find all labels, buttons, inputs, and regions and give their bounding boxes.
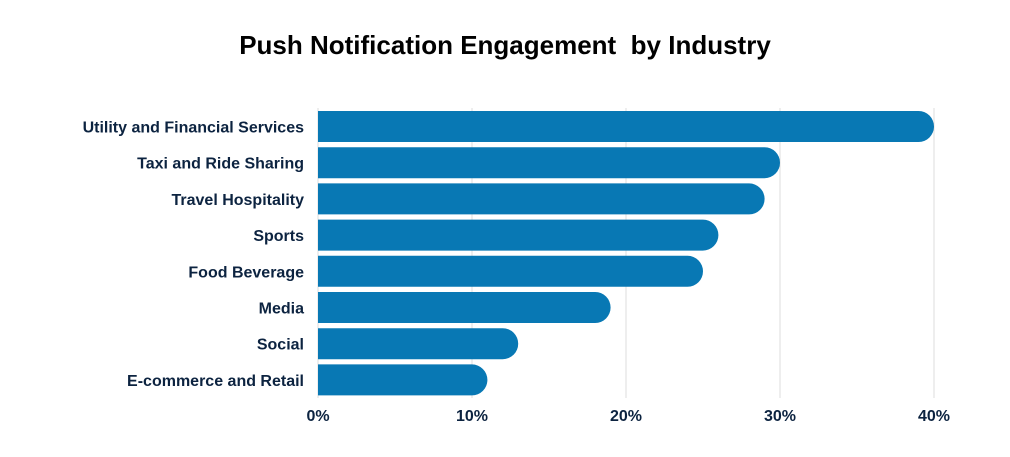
- category-label: Social: [257, 337, 304, 354]
- bar: [318, 255, 703, 287]
- bar: [318, 364, 488, 396]
- x-tick-label: 30%: [764, 408, 796, 425]
- category-label: Food Beverage: [188, 264, 304, 281]
- chart-title: Push Notification Engagement by Industry: [239, 30, 771, 60]
- category-label: Travel Hospitality: [172, 192, 305, 209]
- category-label: Utility and Financial Services: [83, 120, 305, 137]
- bar: [318, 292, 611, 323]
- x-axis-tick-labels: 0% 10% 20% 30% 40%: [306, 408, 950, 425]
- x-tick-label: 10%: [456, 408, 488, 425]
- bar: [318, 328, 519, 360]
- bars: [318, 111, 934, 396]
- bar: [318, 111, 934, 142]
- x-tick-label: 20%: [610, 408, 642, 425]
- x-tick-label: 0%: [306, 408, 329, 425]
- category-label: Sports: [253, 228, 304, 245]
- bar: [318, 147, 780, 179]
- bar: [318, 183, 765, 215]
- category-label: Taxi and Ride Sharing: [137, 156, 304, 173]
- x-tick-label: 40%: [918, 408, 950, 425]
- category-label: E-commerce and Retail: [127, 373, 304, 390]
- category-labels: Utility and Financial Services Taxi and R…: [83, 120, 305, 390]
- category-label: Media: [259, 301, 304, 318]
- bar: [318, 219, 719, 251]
